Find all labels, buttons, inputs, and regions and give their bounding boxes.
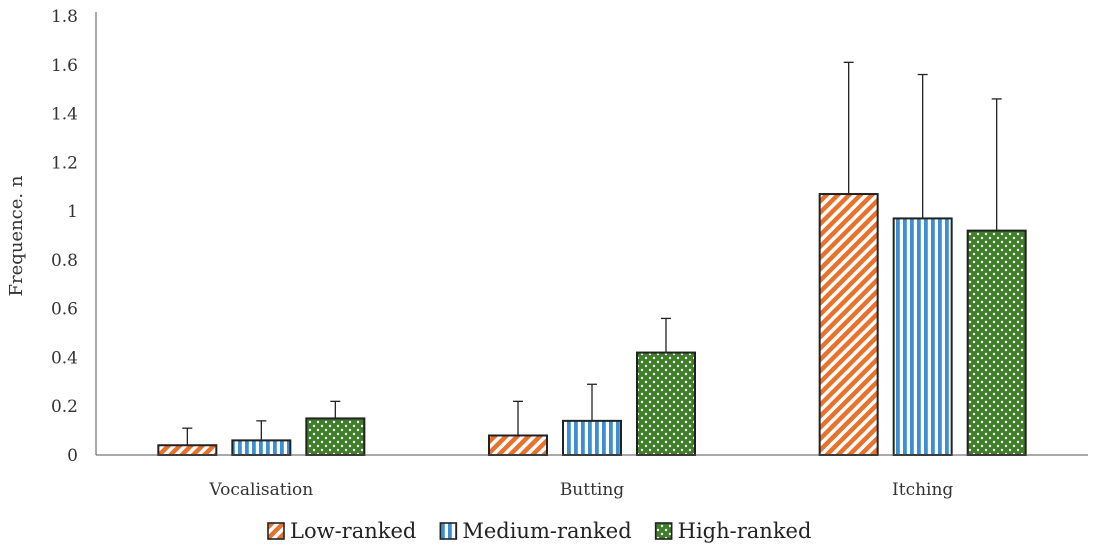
y-tick-label: 1 (67, 202, 78, 222)
legend: Low-ranked Medium-ranked High-ranked (267, 519, 812, 543)
y-tick-label: 1.4 (51, 105, 78, 125)
bar-medium-ranked-itching (892, 217, 953, 456)
y-tick-label: 1.2 (51, 153, 78, 173)
bar-high-ranked-itching (966, 229, 1027, 456)
x-tick-label: Itching (892, 480, 953, 500)
bar-high-ranked-butting (636, 351, 696, 457)
legend-swatch-low-ranked (267, 522, 285, 540)
legend-label: Low-ranked (290, 519, 416, 543)
y-axis: 0 0.2 0.4 0.6 0.8 1 1.2 1.4 1.6 1.8 (51, 7, 97, 466)
y-tick-label: 0.2 (51, 397, 78, 417)
x-tick-label: Butting (560, 480, 624, 500)
y-tick-label: 0.4 (51, 348, 78, 368)
bar-low-ranked-butting (488, 434, 548, 457)
legend-swatch-high-ranked (654, 522, 673, 540)
y-tick-label: 0 (67, 446, 78, 466)
bar-medium-ranked-vocalisation (231, 439, 292, 457)
legend-swatch-medium-ranked (439, 522, 458, 540)
legend-label: Medium-ranked (462, 519, 631, 543)
legend-label: High-ranked (678, 519, 812, 543)
bar-high-ranked-vocalisation (305, 417, 366, 456)
y-tick-label: 1.6 (51, 56, 78, 76)
bar-medium-ranked-butting (562, 419, 622, 457)
bar-low-ranked-itching (818, 193, 879, 457)
x-axis: Vocalisation Butting Itching (96, 454, 1088, 500)
y-tick-label: 1.8 (51, 7, 78, 27)
x-tick-label: Vocalisation (208, 480, 313, 500)
y-axis-label: Frequence. n (6, 175, 27, 296)
bar-low-ranked-vocalisation (157, 444, 218, 457)
y-tick-label: 0.6 (51, 300, 78, 320)
plot-area (157, 61, 1027, 457)
y-tick-label: 0.8 (51, 251, 78, 271)
